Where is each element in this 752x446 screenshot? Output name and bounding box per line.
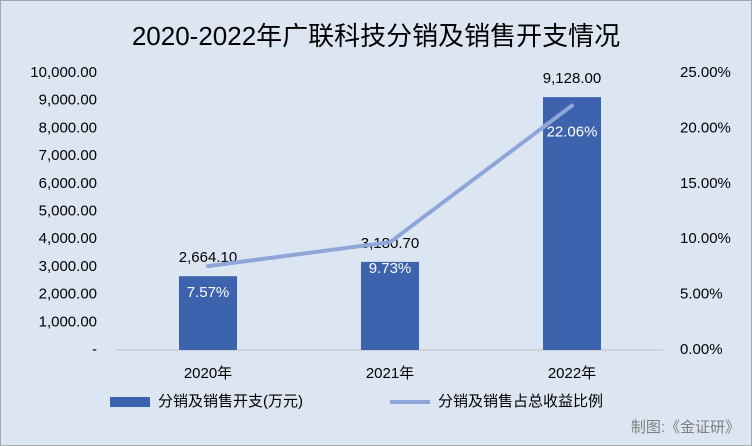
bar [179, 276, 237, 350]
chart-title: 2020-2022年广联科技分销及销售开支情况 [132, 21, 620, 51]
y2-tick-label: 10.00% [680, 230, 731, 247]
line-value-label: 9.73% [369, 260, 412, 277]
y2-tick-label: 15.00% [680, 175, 731, 192]
bar [361, 261, 419, 350]
y-tick-label: 6,000.00 [39, 175, 97, 192]
y-tick-label: 10,000.00 [30, 64, 97, 81]
legend-label: 分销及销售占总收益比例 [438, 393, 603, 410]
y-tick-label: 9,000.00 [39, 92, 97, 109]
legend-swatch [110, 397, 150, 407]
legend-label: 分销及销售开支(万元) [158, 393, 303, 410]
y-tick-label: 4,000.00 [39, 230, 97, 247]
y2-tick-label: 25.00% [680, 64, 731, 81]
line-value-label: 22.06% [547, 124, 598, 141]
bar-value-label: 2,664.10 [179, 249, 237, 266]
y2-tick-label: 0.00% [680, 341, 723, 358]
y-tick-label: 5,000.00 [39, 202, 97, 219]
y-tick-label: 2,000.00 [39, 286, 97, 303]
bar [543, 97, 601, 350]
x-tick-label: 2021年 [366, 365, 414, 382]
x-tick-label: 2022年 [548, 365, 596, 382]
y2-tick-label: 5.00% [680, 286, 723, 303]
y2-tick-label: 20.00% [680, 119, 731, 136]
x-tick-label: 2020年 [184, 365, 232, 382]
line-value-label: 7.57% [187, 284, 230, 301]
y-tick-label: 7,000.00 [39, 147, 97, 164]
y-tick-label: - [92, 341, 97, 358]
y-tick-label: 1,000.00 [39, 313, 97, 330]
bar-value-label: 9,128.00 [543, 70, 601, 87]
y-tick-label: 8,000.00 [39, 119, 97, 136]
y-tick-label: 3,000.00 [39, 258, 97, 275]
line [206, 103, 574, 269]
source-note: 制图:《金证研》 [631, 419, 740, 436]
